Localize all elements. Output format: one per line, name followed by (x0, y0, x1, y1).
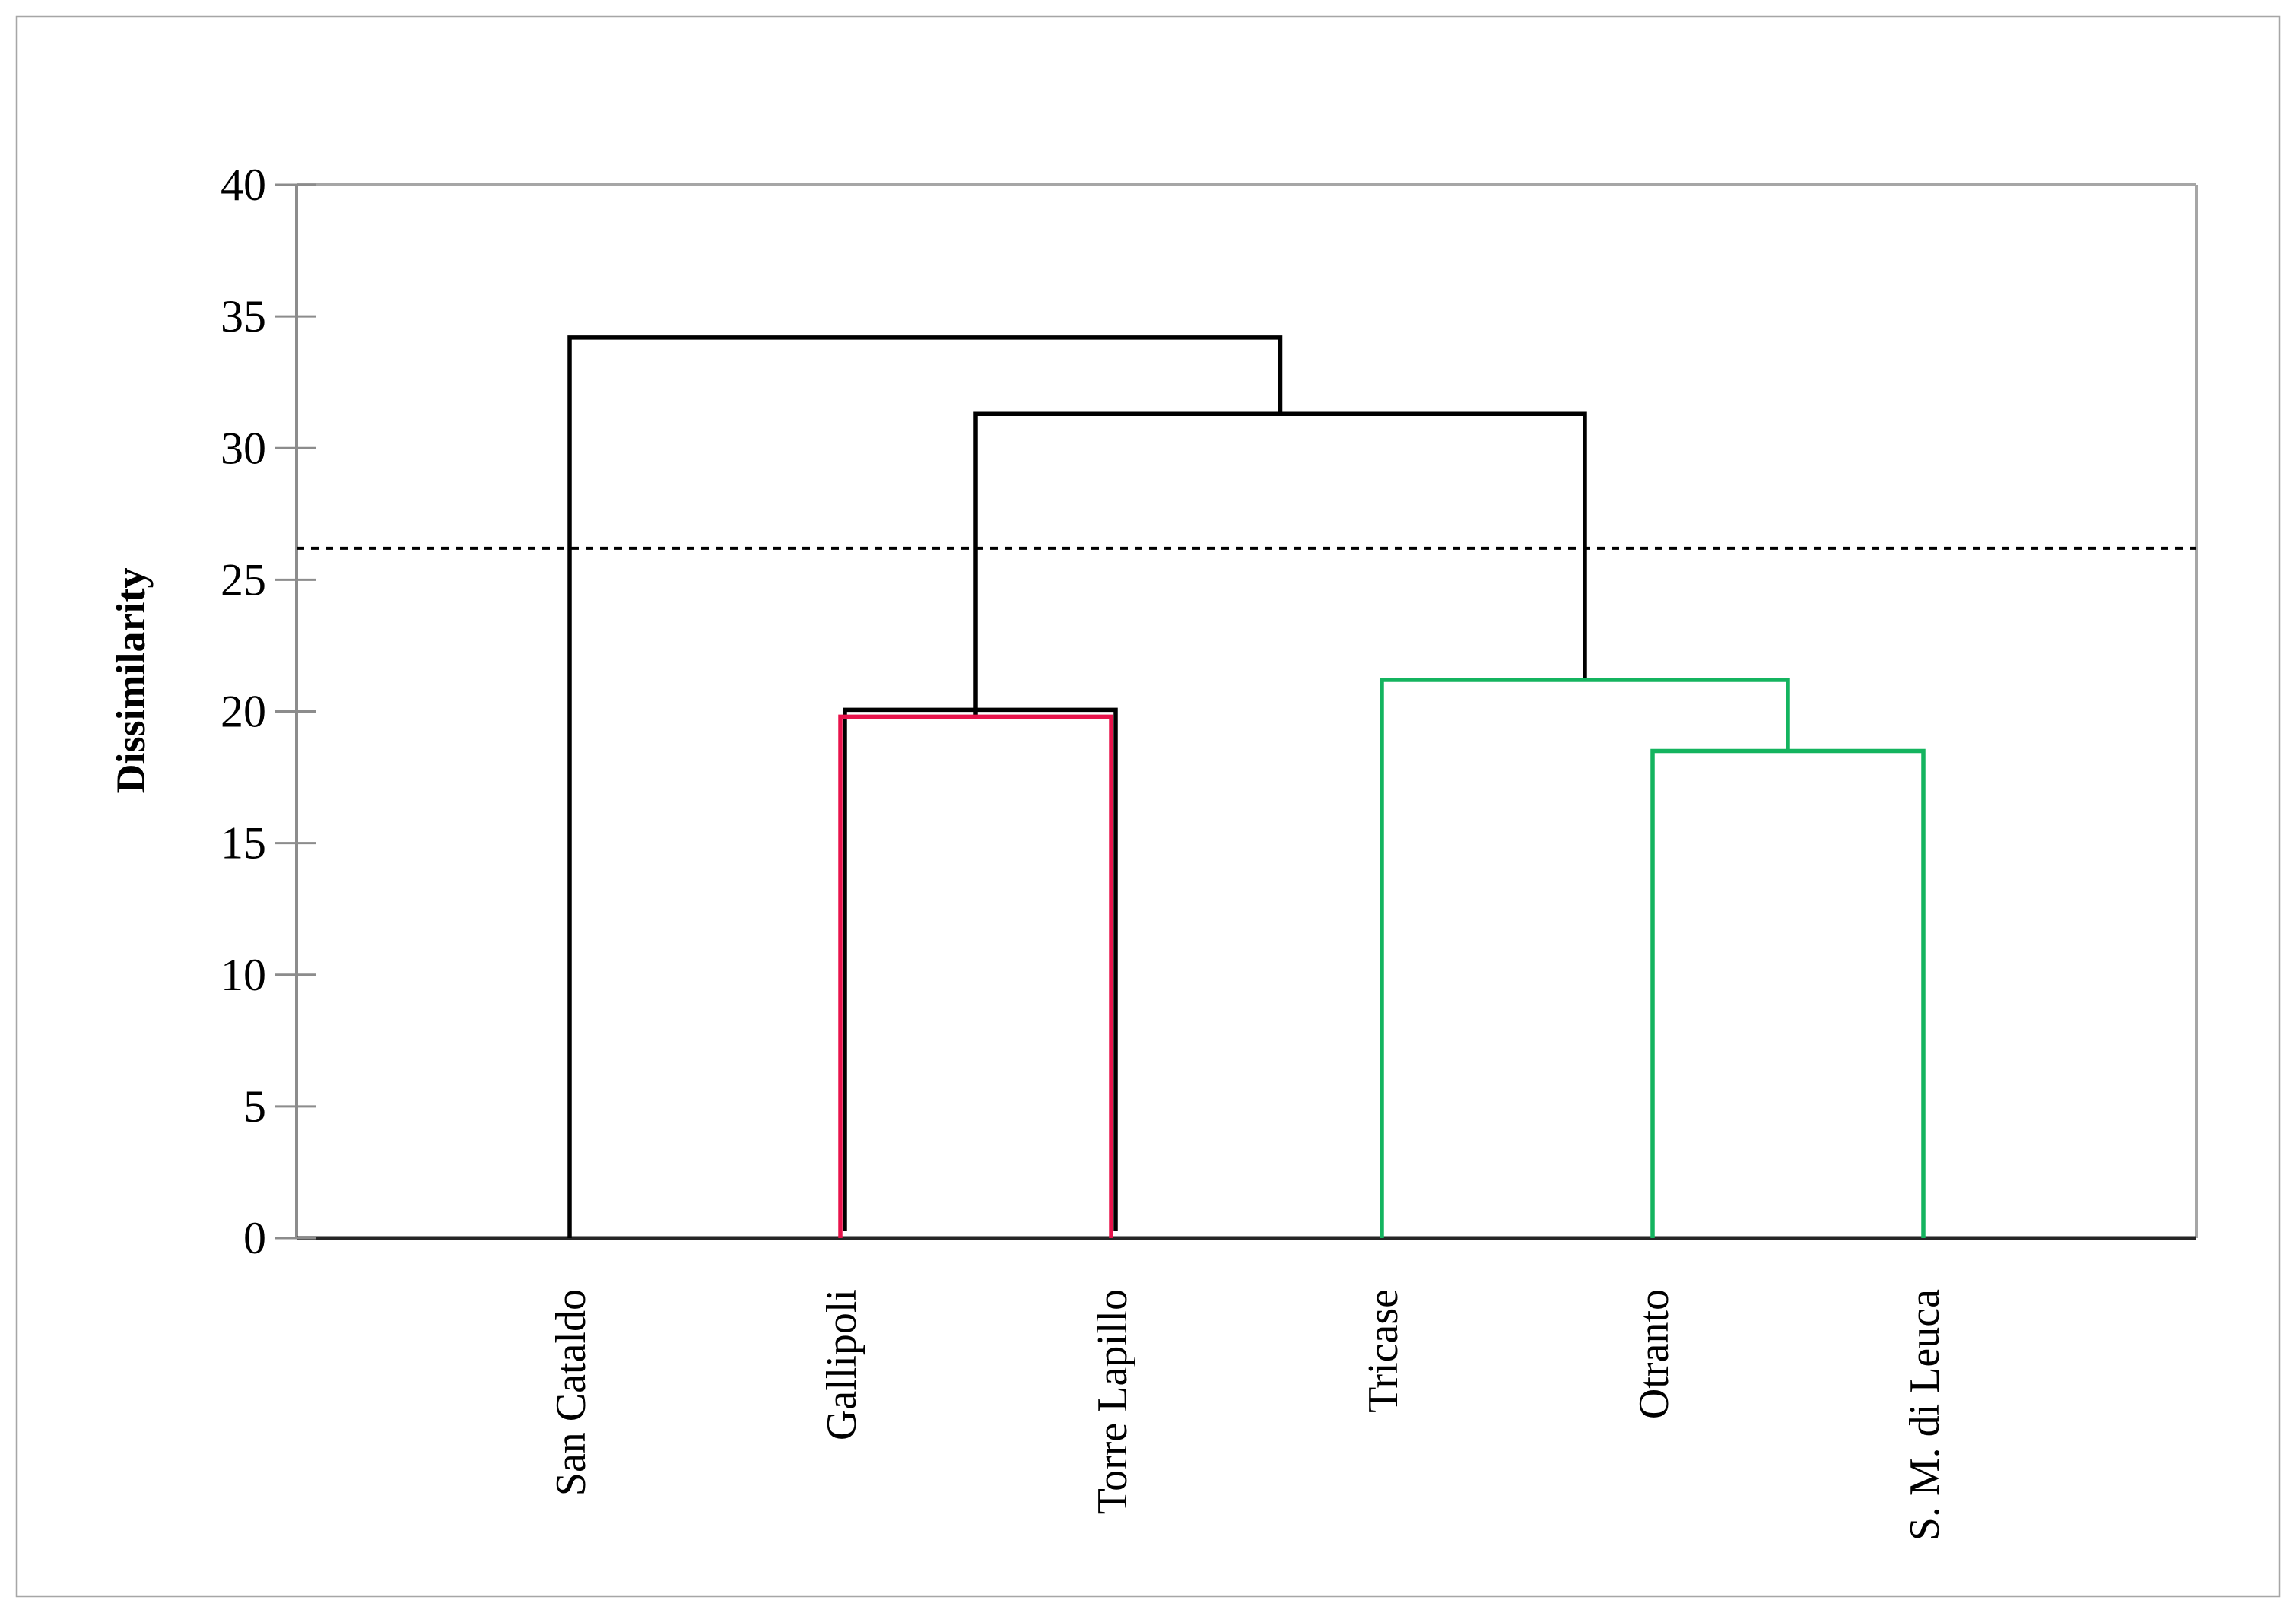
leaf-label: Otranto (1631, 1289, 1678, 1419)
figure-border (15, 15, 2281, 1598)
leaf-label: San Cataldo (548, 1289, 595, 1496)
root-link (567, 335, 1283, 1238)
y-tick-label: 25 (221, 554, 266, 605)
cluster-red-shadow (843, 707, 1118, 1231)
cluster-green-inner (1650, 748, 1926, 1238)
y-tick-label: 10 (221, 950, 266, 1000)
y-tick-label: 5 (243, 1081, 266, 1132)
leaf-label: Tricase (1360, 1289, 1407, 1413)
leaf-label: Torre Lapillo (1089, 1289, 1136, 1514)
y-axis: 0 5 10 15 20 25 30 35 40 (221, 160, 316, 1263)
y-tick-label: 35 (221, 291, 266, 341)
y-tick-label: 30 (221, 423, 266, 473)
cluster-green (1380, 678, 1790, 1238)
y-tick-label: 15 (221, 818, 266, 868)
dendrogram-cluster-shadows (843, 707, 1118, 1231)
leaf-label: Gallipoli (818, 1289, 865, 1440)
y-tick-label: 40 (221, 160, 266, 210)
y-tick-label: 20 (221, 687, 266, 737)
dendrogram-clusters (838, 678, 1926, 1238)
y-axis-title: Dissimilarity (108, 568, 154, 794)
dendrogram-upper-links (567, 335, 1587, 1238)
y-tick-label: 0 (243, 1213, 266, 1263)
cluster-red (838, 714, 1113, 1238)
x-axis-labels: San Cataldo Gallipoli Torre Lapillo Tricase… (548, 1289, 1948, 1541)
leaf-label: S. M. di Leuca (1901, 1289, 1948, 1541)
